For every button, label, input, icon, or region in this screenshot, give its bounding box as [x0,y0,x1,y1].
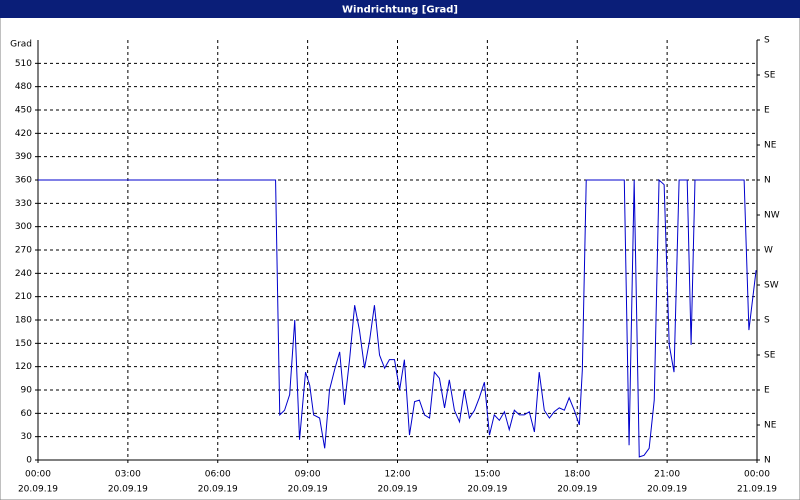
y2-tick-label: SE [764,71,776,81]
x-tick-label: 20.09.19 [647,485,687,495]
x-tick-label: 12:00 [385,470,411,480]
y-tick-label: 450 [15,106,32,116]
y2-tick-label: S [764,316,770,326]
y-axis-label: Grad [10,40,32,50]
chart-title: Windrichtung [Grad] [342,5,458,16]
y-tick-label: 120 [15,362,32,372]
x-tick-label: 03:00 [115,470,141,480]
y-tick-label: 90 [21,386,33,396]
x-tick-label: 20.09.19 [198,485,238,495]
y2-tick-label: SW [764,281,779,291]
y-tick-label: 180 [15,316,32,326]
y-tick-label: 150 [15,339,32,349]
y2-tick-label: NE [764,421,777,431]
y2-tick-label: NE [764,141,777,151]
x-tick-label: 09:00 [295,470,321,480]
y-tick-label: 390 [15,152,32,162]
y2-tick-label: E [764,386,770,396]
y-tick-label: 330 [15,199,32,209]
x-tick-label: 15:00 [474,470,500,480]
y-tick-label: 0 [26,456,32,466]
x-tick-label: 00:00 [25,470,51,480]
x-tick-label: 20.09.19 [467,485,507,495]
x-tick-label: 21.09.19 [737,485,777,495]
y2-tick-label: W [764,246,773,256]
y-tick-label: 300 [15,222,32,232]
x-tick-label: 00:00 [744,470,770,480]
x-tick-label: 06:00 [205,470,231,480]
y-tick-label: 60 [21,409,33,419]
y-tick-label: 240 [15,269,32,279]
y-tick-label: 480 [15,82,32,92]
y2-tick-label: SE [764,351,776,361]
x-tick-label: 20.09.19 [377,485,417,495]
y2-tick-label: N [764,176,771,186]
y-tick-label: 510 [15,59,32,69]
data-line [38,178,757,458]
title-bar [0,0,800,18]
x-tick-label: 20.09.19 [557,485,597,495]
y-tick-label: 420 [15,129,32,139]
x-tick-label: 20.09.19 [288,485,328,495]
y-tick-label: 270 [15,246,32,256]
y-tick-label: 360 [15,176,32,186]
y-tick-label: 210 [15,292,32,302]
y2-tick-label: NW [764,211,780,221]
x-tick-label: 20.09.19 [108,485,148,495]
y-tick-label: 30 [21,432,33,442]
x-tick-label: 20.09.19 [18,485,58,495]
y2-tick-label: S [764,36,770,46]
x-tick-label: 18:00 [564,470,590,480]
y2-tick-label: E [764,106,770,116]
y2-tick-label: N [764,456,771,466]
x-tick-label: 21:00 [654,470,680,480]
